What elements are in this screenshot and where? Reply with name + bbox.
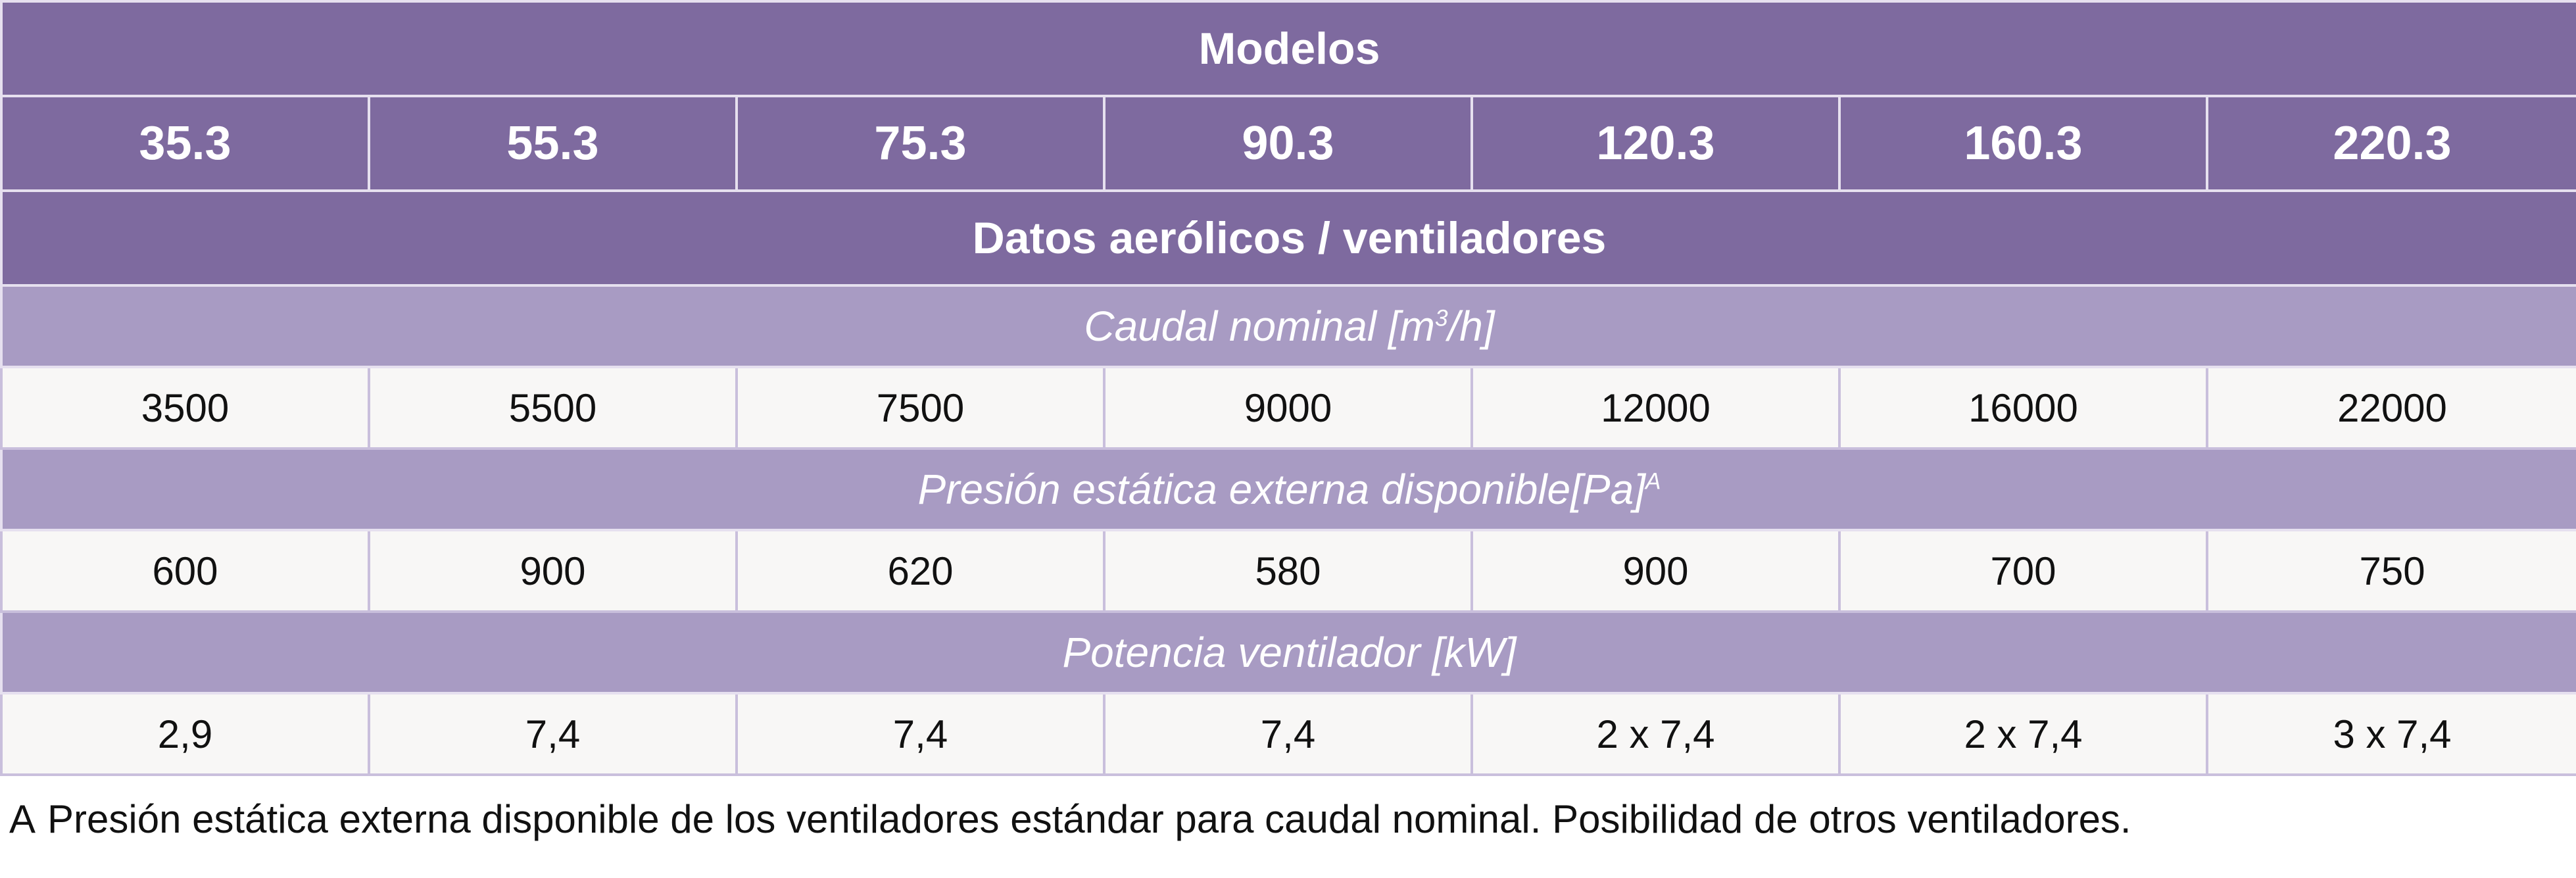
- section-title-row: Datos aerólicos / ventiladores: [0, 189, 2576, 287]
- group-label-potencia: Potencia ventilador [kW]: [0, 610, 2576, 695]
- value-cell: 700: [1838, 529, 2208, 613]
- specifications-table: Modelos 35.3 55.3 75.3 90.3 120.3 160.3 …: [0, 0, 2576, 776]
- value-cell: 620: [735, 529, 1106, 613]
- value-cell: 750: [2205, 529, 2576, 613]
- value-cell: 900: [1470, 529, 1841, 613]
- models-title: Modelos: [0, 0, 2576, 97]
- value-cell: 12000: [1470, 366, 1841, 450]
- model-cell: 35.3: [0, 95, 370, 192]
- value-cell: 9000: [1103, 366, 1473, 450]
- models-title-row: Modelos: [0, 0, 2576, 97]
- group-label-superscript: 3: [1434, 305, 1448, 331]
- model-cell: 220.3: [2205, 95, 2576, 192]
- footnote-text: Presión estática externa disponible de l…: [47, 797, 2131, 841]
- model-cell: 120.3: [1470, 95, 1841, 192]
- group-values-row: 600 900 620 580 900 700 750: [0, 529, 2576, 613]
- footnote-marker: A: [9, 797, 36, 841]
- value-cell: 7,4: [368, 692, 738, 776]
- value-cell: 7,4: [1103, 692, 1473, 776]
- value-cell: 22000: [2205, 366, 2576, 450]
- value-cell: 2 x 7,4: [1470, 692, 1841, 776]
- value-cell: 2,9: [0, 692, 370, 776]
- value-cell: 3 x 7,4: [2205, 692, 2576, 776]
- group-label-text: Potencia ventilador [kW]: [1062, 629, 1517, 676]
- group-label-text: Presión estática externa disponible[Pa]: [917, 466, 1645, 513]
- model-cell: 75.3: [735, 95, 1106, 192]
- group-values-row: 2,9 7,4 7,4 7,4 2 x 7,4 2 x 7,4 3 x 7,4: [0, 692, 2576, 776]
- group-label-row: Caudal nominal [m3/h]: [0, 284, 2576, 368]
- group-label-row: Potencia ventilador [kW]: [0, 610, 2576, 695]
- model-cell: 160.3: [1838, 95, 2208, 192]
- value-cell: 7500: [735, 366, 1106, 450]
- value-cell: 7,4: [735, 692, 1106, 776]
- model-cell: 90.3: [1103, 95, 1473, 192]
- value-cell: 5500: [368, 366, 738, 450]
- value-cell: 2 x 7,4: [1838, 692, 2208, 776]
- group-label-presion: Presión estática externa disponible[Pa]A: [0, 447, 2576, 531]
- group-label-superscript: A: [1645, 468, 1661, 495]
- value-cell: 600: [0, 529, 370, 613]
- value-cell: 580: [1103, 529, 1473, 613]
- footnote: A Presión estática externa disponible de …: [9, 796, 2567, 843]
- value-cell: 900: [368, 529, 738, 613]
- group-label-row: Presión estática externa disponible[Pa]A: [0, 447, 2576, 531]
- group-label-tail: /h]: [1447, 303, 1495, 350]
- group-label-caudal: Caudal nominal [m3/h]: [0, 284, 2576, 368]
- group-values-row: 3500 5500 7500 9000 12000 16000 22000: [0, 366, 2576, 450]
- model-cell: 55.3: [368, 95, 738, 192]
- value-cell: 16000: [1838, 366, 2208, 450]
- models-row: 35.3 55.3 75.3 90.3 120.3 160.3 220.3: [0, 95, 2576, 192]
- value-cell: 3500: [0, 366, 370, 450]
- group-label-text: Caudal nominal [m: [1084, 303, 1435, 350]
- section-title: Datos aerólicos / ventiladores: [0, 189, 2576, 287]
